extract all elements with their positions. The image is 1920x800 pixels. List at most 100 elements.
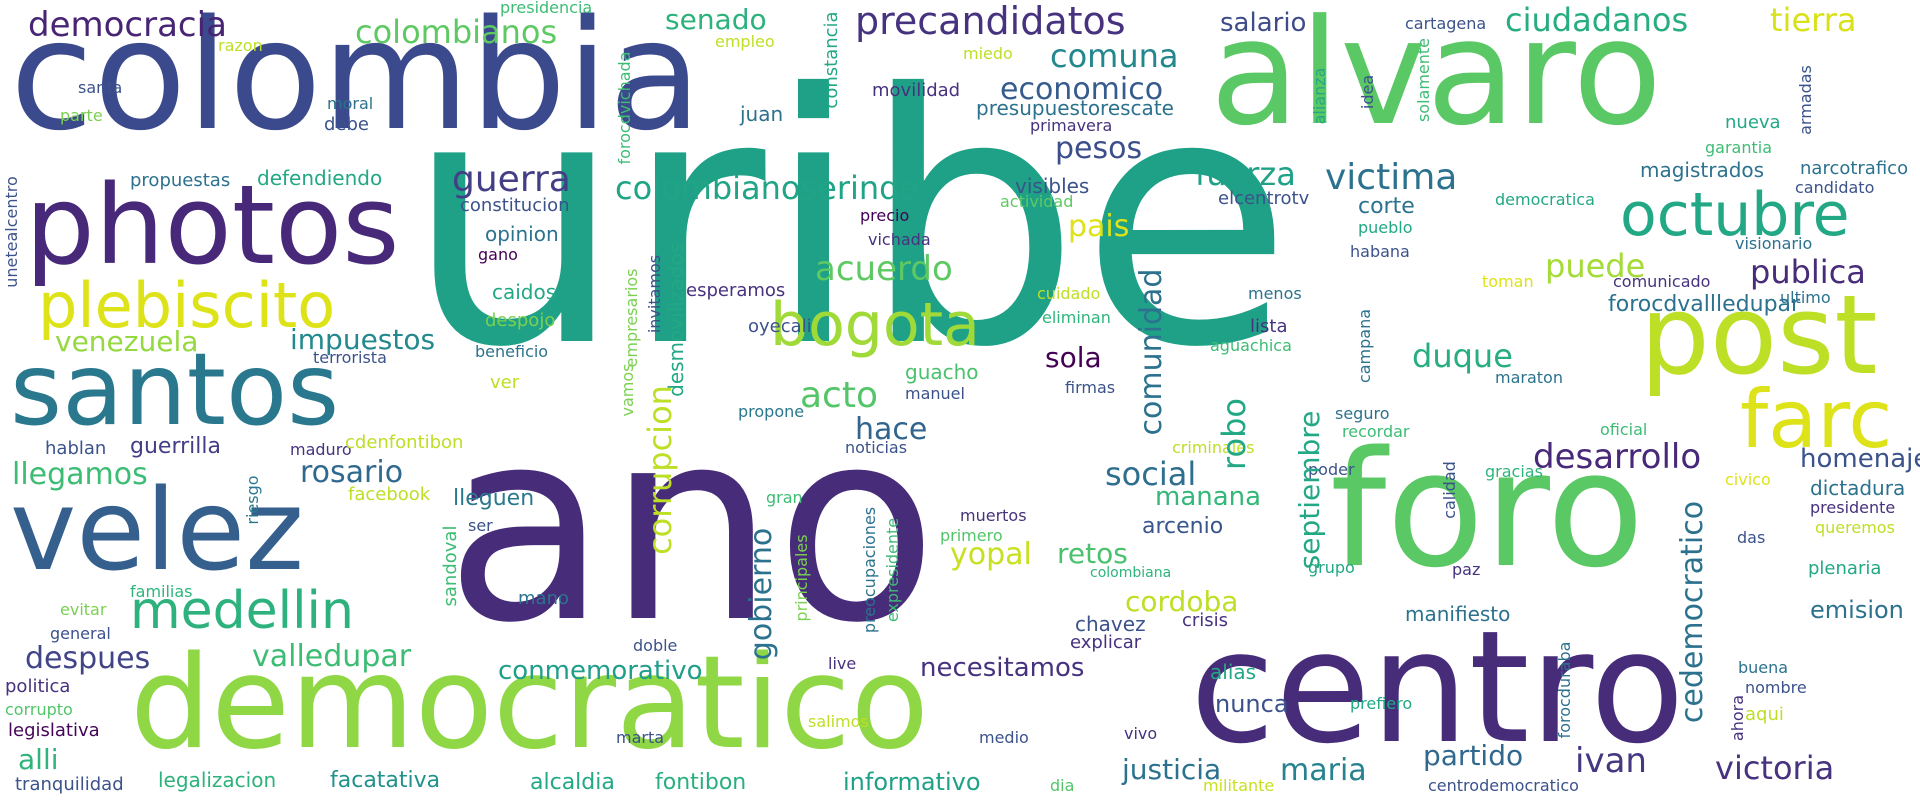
word: prefiero <box>1350 694 1413 713</box>
word: evitar <box>60 600 107 619</box>
word: uribe <box>405 22 1293 423</box>
word: hace <box>855 412 928 447</box>
word: homenaje <box>1800 444 1920 474</box>
word: comunidad <box>1134 268 1169 436</box>
word: visionario <box>1735 234 1813 253</box>
word: emision <box>1810 596 1904 624</box>
word: oyecali <box>748 316 812 337</box>
word: salimos <box>808 712 869 731</box>
word: juan <box>740 102 784 126</box>
word: centro <box>1190 597 1685 778</box>
word: tierra <box>1770 1 1857 39</box>
word: unetealcentro <box>2 176 21 288</box>
word: informativo <box>843 768 981 796</box>
word: photos <box>25 161 400 289</box>
word: gano <box>478 245 518 264</box>
word: aguachica <box>1210 336 1292 355</box>
word: familias <box>130 582 193 601</box>
word: presidente <box>1810 498 1896 517</box>
word: principales <box>792 534 811 622</box>
word: propuestas <box>130 170 231 191</box>
word: arcenio <box>1142 514 1224 539</box>
word: eliminan <box>1042 308 1111 327</box>
word: cuidado <box>1037 284 1101 303</box>
word: preocupaciones <box>860 506 879 634</box>
word: corte <box>1358 194 1415 219</box>
word: colombia <box>10 0 702 164</box>
word: alianza <box>1310 67 1329 125</box>
word: noticias <box>845 438 908 457</box>
word: militante <box>1203 776 1275 795</box>
word: precandidatos <box>855 0 1126 43</box>
word: pesos <box>1055 131 1143 166</box>
word: beneficio <box>475 342 549 361</box>
word: democratico <box>130 629 929 778</box>
word: alli <box>18 743 59 776</box>
word: empleo <box>715 32 775 51</box>
word: habana <box>1350 242 1410 261</box>
word: solamente <box>1414 37 1433 123</box>
word: manuel <box>905 384 965 403</box>
word: retos <box>1057 537 1128 570</box>
word: idea <box>1358 74 1377 110</box>
word: constancia <box>821 11 842 109</box>
word: poder <box>1308 460 1355 479</box>
word: firmas <box>1065 378 1116 397</box>
word: octubre <box>1620 180 1850 250</box>
word: pueblo <box>1358 218 1413 237</box>
word: maduro <box>290 440 352 459</box>
word: buena <box>1738 658 1789 677</box>
word: menos <box>1248 284 1302 303</box>
word: farc <box>1740 373 1893 466</box>
word: constitucion <box>460 195 570 216</box>
word: narcotrafico <box>1800 158 1909 179</box>
word: propone <box>738 402 805 421</box>
word: valledupar <box>252 639 412 674</box>
word: maraton <box>1495 368 1563 387</box>
word: justicia <box>1122 753 1222 786</box>
word: comuna <box>1050 37 1179 75</box>
word: primero <box>940 526 1003 545</box>
word: vamos <box>618 363 637 417</box>
word: maria <box>1280 753 1367 788</box>
word: despojo <box>485 310 556 331</box>
word: razon <box>218 36 263 55</box>
word: ano <box>445 373 938 681</box>
word: puede <box>1545 247 1646 285</box>
word: alcaldia <box>530 770 615 795</box>
word: forocduraba <box>1555 641 1574 739</box>
word: legislativa <box>8 720 100 741</box>
word: cordoba <box>1125 585 1239 618</box>
word: forocdvallledupar <box>1608 292 1801 317</box>
word: esperamos <box>686 280 786 301</box>
word: alvaro <box>1210 0 1663 158</box>
word: publica <box>1750 253 1866 291</box>
word: doble <box>633 636 678 655</box>
word: guerrilla <box>130 434 221 459</box>
word: venezuela <box>55 325 199 358</box>
word: foro <box>1330 416 1645 603</box>
word: colombianos <box>355 13 558 51</box>
word: alias <box>1210 660 1257 684</box>
word: lleguen <box>453 486 535 511</box>
word: opinion <box>485 222 559 246</box>
word: chavez <box>1075 612 1146 636</box>
word: recordar <box>1342 422 1410 441</box>
word: colombianoserinde <box>615 169 920 207</box>
word: hablan <box>45 438 107 459</box>
word: septiembre <box>1293 410 1326 570</box>
word: democracia <box>28 5 227 45</box>
word: guerra <box>452 159 571 200</box>
word: visibles <box>1015 174 1090 198</box>
word: nunca <box>1215 690 1289 718</box>
word: economico <box>1000 72 1164 107</box>
word: politica <box>5 676 71 697</box>
word: calidad <box>1440 461 1459 519</box>
word: caidos <box>492 280 557 304</box>
word: santa <box>78 78 123 97</box>
word: debe <box>324 114 369 135</box>
word: criminales <box>1172 438 1255 457</box>
word: dia <box>1050 776 1075 795</box>
word: victoria <box>1715 749 1835 787</box>
